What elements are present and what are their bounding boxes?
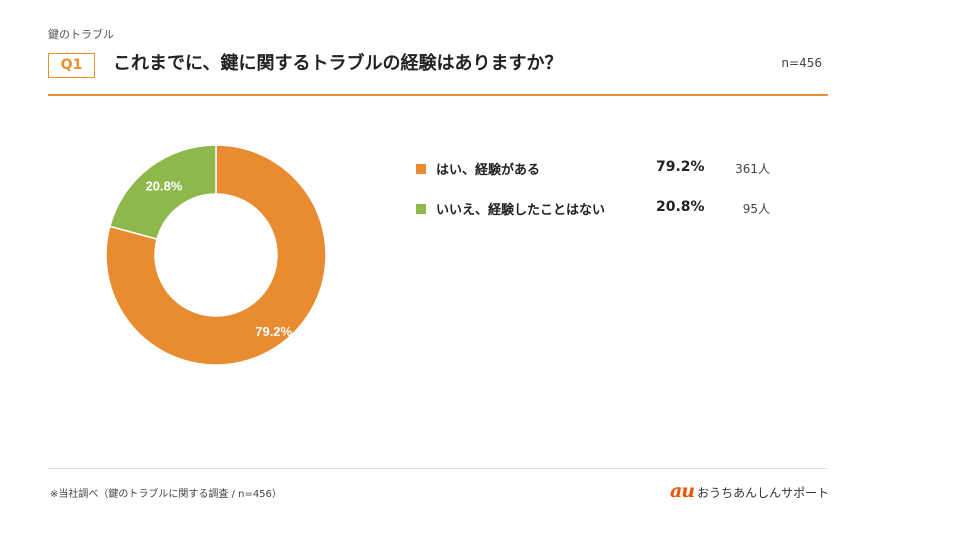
donut-label-no: 20.8% xyxy=(146,179,183,194)
legend-swatch-no xyxy=(416,204,426,214)
legend-percent-yes: 79.2% xyxy=(656,159,705,175)
source-note: ※当社調べ（鍵のトラブルに関する調査 / n=456） xyxy=(50,489,282,500)
legend-label-no: いいえ、経験したことはない xyxy=(436,203,606,218)
au-logo: au xyxy=(670,480,695,502)
header-divider xyxy=(48,94,828,96)
donut-slice-no xyxy=(108,144,217,241)
legend-count-no: 95人 xyxy=(742,202,770,216)
question-title: これまでに、鍵に関するトラブルの経験はありますか？ xyxy=(113,53,563,74)
legend-item-no: いいえ、経験したことはない 20.8% 95人 xyxy=(416,197,796,221)
question-number-badge: Q1 xyxy=(48,53,95,78)
donut-slice-yes xyxy=(105,144,327,366)
legend-label-yes: はい、経験がある xyxy=(436,163,541,178)
category-label: 鍵のトラブル xyxy=(48,28,114,41)
footer-divider xyxy=(48,468,828,469)
legend-swatch-yes xyxy=(416,164,426,174)
legend-count-yes: 361人 xyxy=(735,162,770,176)
legend-percent-no: 20.8% xyxy=(656,199,705,215)
legend-item-yes: はい、経験がある 79.2% 361人 xyxy=(416,157,796,181)
donut-chart: 79.2% 20.8% xyxy=(105,144,327,366)
brand-name: おうちあんしんサポート xyxy=(697,486,830,500)
sample-size: n=456 xyxy=(781,56,822,70)
donut-label-yes: 79.2% xyxy=(255,324,292,339)
brand-logo: au おうちあんしんサポート xyxy=(670,480,829,502)
